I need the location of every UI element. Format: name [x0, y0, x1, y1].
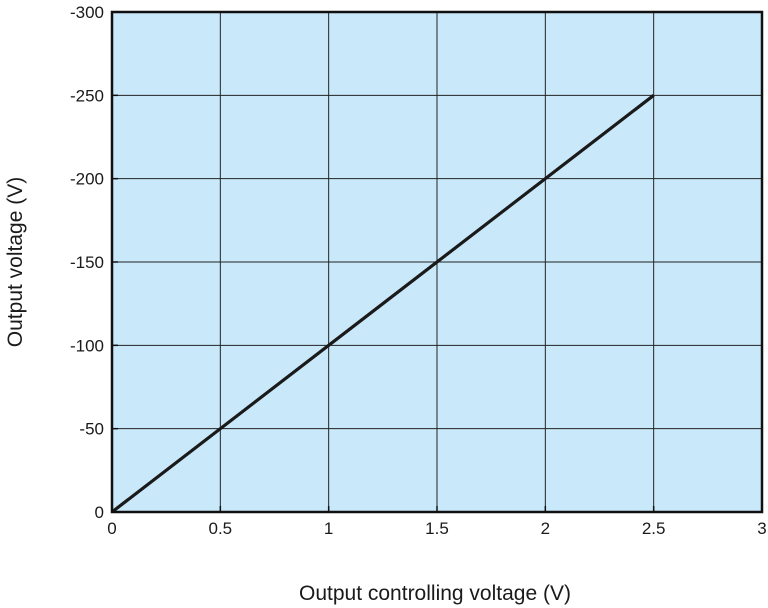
y-tick-label: -100	[70, 336, 104, 355]
x-tick-label: 0.5	[209, 519, 233, 538]
series-group	[111, 94, 655, 514]
y-axis-ticks: 0 -50 -100 -150 -200 -250 -300	[70, 3, 118, 522]
y-axis-label: Output voltage (V)	[4, 177, 27, 347]
y-tick-label: -150	[70, 253, 104, 272]
y-tick-label: 0	[95, 503, 104, 522]
x-tick-label: 2	[541, 519, 550, 538]
x-axis-ticks: 0 0.5 1 1.5 2 2.5 3	[107, 506, 767, 538]
y-tick-label: -300	[70, 3, 104, 22]
x-tick-label: 0	[107, 519, 116, 538]
x-tick-label: 3	[757, 519, 766, 538]
y-tick-label: -250	[70, 86, 104, 105]
x-tick-label: 2.5	[642, 519, 666, 538]
x-tick-label: 1.5	[425, 519, 449, 538]
x-tick-label: 1	[324, 519, 333, 538]
x-axis-label: Output controlling voltage (V)	[299, 582, 571, 605]
y-tick-label: -50	[79, 420, 104, 439]
y-tick-label: -200	[70, 170, 104, 189]
series-line	[111, 94, 655, 514]
